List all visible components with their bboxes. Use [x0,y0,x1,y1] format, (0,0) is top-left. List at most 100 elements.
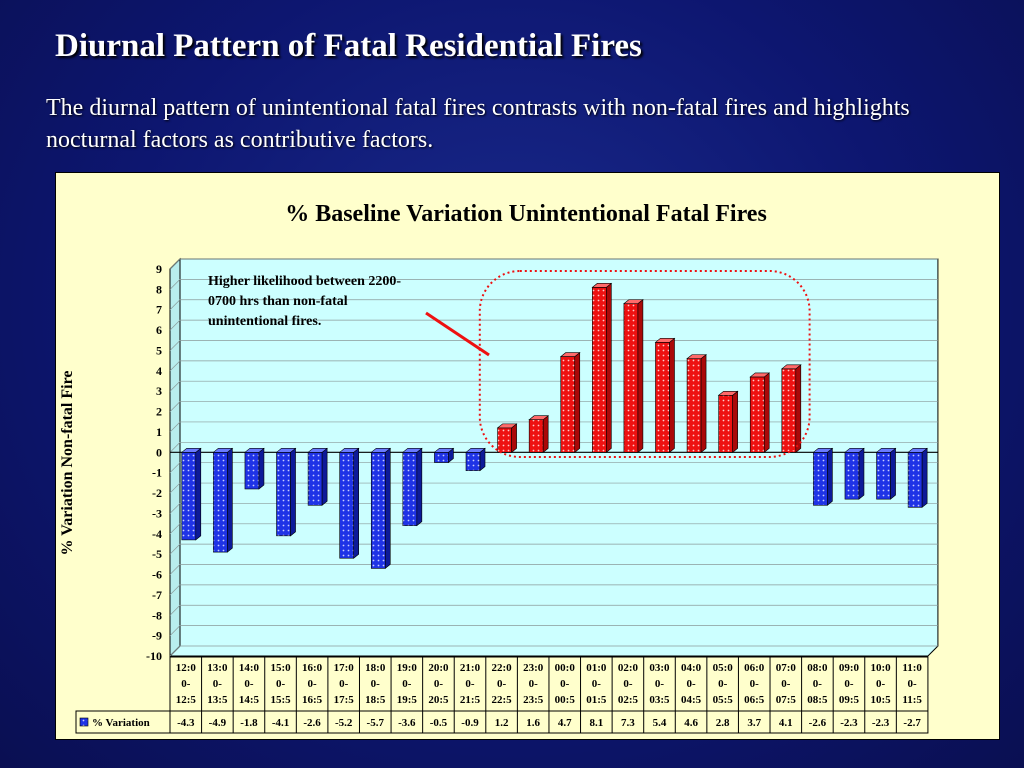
bar [370,447,392,570]
data-label: 7.3 [621,717,635,729]
y-tick-label: -2 [152,486,162,500]
gridline [169,380,938,392]
x-category-label: 21:5 [460,694,481,706]
data-label: -0.5 [430,717,448,729]
x-category-label: 0- [308,678,318,690]
x-category-label: 0- [276,678,286,690]
x-category-label: 12:0 [176,662,197,674]
x-category-label: 15:0 [270,662,291,674]
data-label: -5.2 [335,717,353,729]
x-category-label: 08:0 [807,662,828,674]
legend-swatch [79,717,89,727]
slide-title: Diurnal Pattern of Fatal Residential Fir… [55,28,642,64]
gridline [169,441,938,453]
x-category-label: 20:5 [428,694,449,706]
x-category-label: 03:0 [649,662,670,674]
x-category-label: 02:5 [618,694,639,706]
x-category-label: 07:0 [776,662,797,674]
bar [528,415,550,453]
bar [180,447,202,541]
x-category-label: 0- [213,678,223,690]
x-category-label: 21:0 [460,662,481,674]
y-tick-label: 0 [156,445,162,459]
y-tick-label: -4 [152,527,162,541]
annotation-arrow [425,311,490,357]
x-category-label: 16:5 [302,694,323,706]
y-tick-label: -1 [152,466,162,480]
data-label: 1.2 [495,717,509,729]
x-category-label: 0- [339,678,349,690]
legend-cell [75,710,171,734]
gridline [169,625,938,636]
gridline [169,523,938,535]
bar [844,447,865,500]
x-category-label: 12:5 [176,694,197,706]
gridline [169,340,938,351]
data-label: -2.6 [303,717,321,729]
x-category-label: 10:0 [870,662,891,674]
data-label: 4.7 [558,717,572,729]
x-category-label: 22:5 [492,694,513,706]
gridline [169,584,938,596]
y-tick-label: -8 [152,608,162,622]
x-category-label: 00:5 [555,694,576,706]
x-category-label: 14:0 [239,662,260,674]
y-tick-label: 8 [156,282,162,296]
data-label: -2.3 [840,717,858,729]
x-category-label: 18:0 [365,662,386,674]
highlight-region [478,270,811,458]
data-label: 1.6 [526,717,540,729]
x-category-label: 02:0 [618,662,639,674]
data-label: -2.3 [872,717,890,729]
y-tick-label: 5 [156,343,162,357]
x-category-label: 09:5 [839,694,860,706]
data-label: -1.8 [240,717,258,729]
x-category-label: 04:0 [681,662,702,674]
gridline [169,360,938,372]
gridline [169,503,938,514]
x-category-label: 0- [686,678,696,690]
x-category-label: 05:0 [713,662,734,674]
y-axis-label: % Variation Non-fatal Fire [59,370,76,555]
gridline [169,299,938,310]
x-category-label: 17:0 [334,662,355,674]
data-label: -5.7 [367,717,385,729]
data-label: -4.3 [177,717,195,729]
x-category-label: 0- [529,678,539,690]
bar [654,337,676,453]
x-category-label: 03:5 [649,694,670,706]
x-category-label: 08:5 [807,694,828,706]
legend-label: % Variation [92,717,150,729]
y-tick-label: -5 [152,547,162,561]
y-tick-label: -7 [152,588,162,602]
x-category-label: 0- [718,678,728,690]
gridline [169,462,938,473]
gridline [169,604,938,616]
bar [212,447,234,553]
data-label: -4.9 [209,717,227,729]
x-category-label: 14:5 [239,694,260,706]
data-label: 2.8 [716,717,730,729]
x-category-label: 0- [623,678,633,690]
x-category-label: 23:0 [523,662,544,674]
x-category-label: 0- [560,678,570,690]
x-category-label: 06:0 [744,662,765,674]
data-label: -2.6 [809,717,827,729]
gridline [169,543,938,555]
x-category-label: 0- [371,678,381,690]
bar [812,447,834,506]
data-label: -3.6 [398,717,416,729]
gridline [169,319,938,331]
data-label: 5.4 [653,717,667,729]
y-tick-label: -6 [152,568,162,582]
annotation-text: unintentional fires. [208,314,321,329]
bar [401,447,423,527]
x-category-label: 01:0 [586,662,607,674]
x-category-label: 11:5 [902,694,922,706]
x-category-label: 20:0 [428,662,449,674]
data-label: -0.9 [461,717,479,729]
gridline [169,482,938,494]
bar [749,372,771,453]
x-category-label: 0- [592,678,602,690]
y-tick-label: 6 [156,323,162,337]
